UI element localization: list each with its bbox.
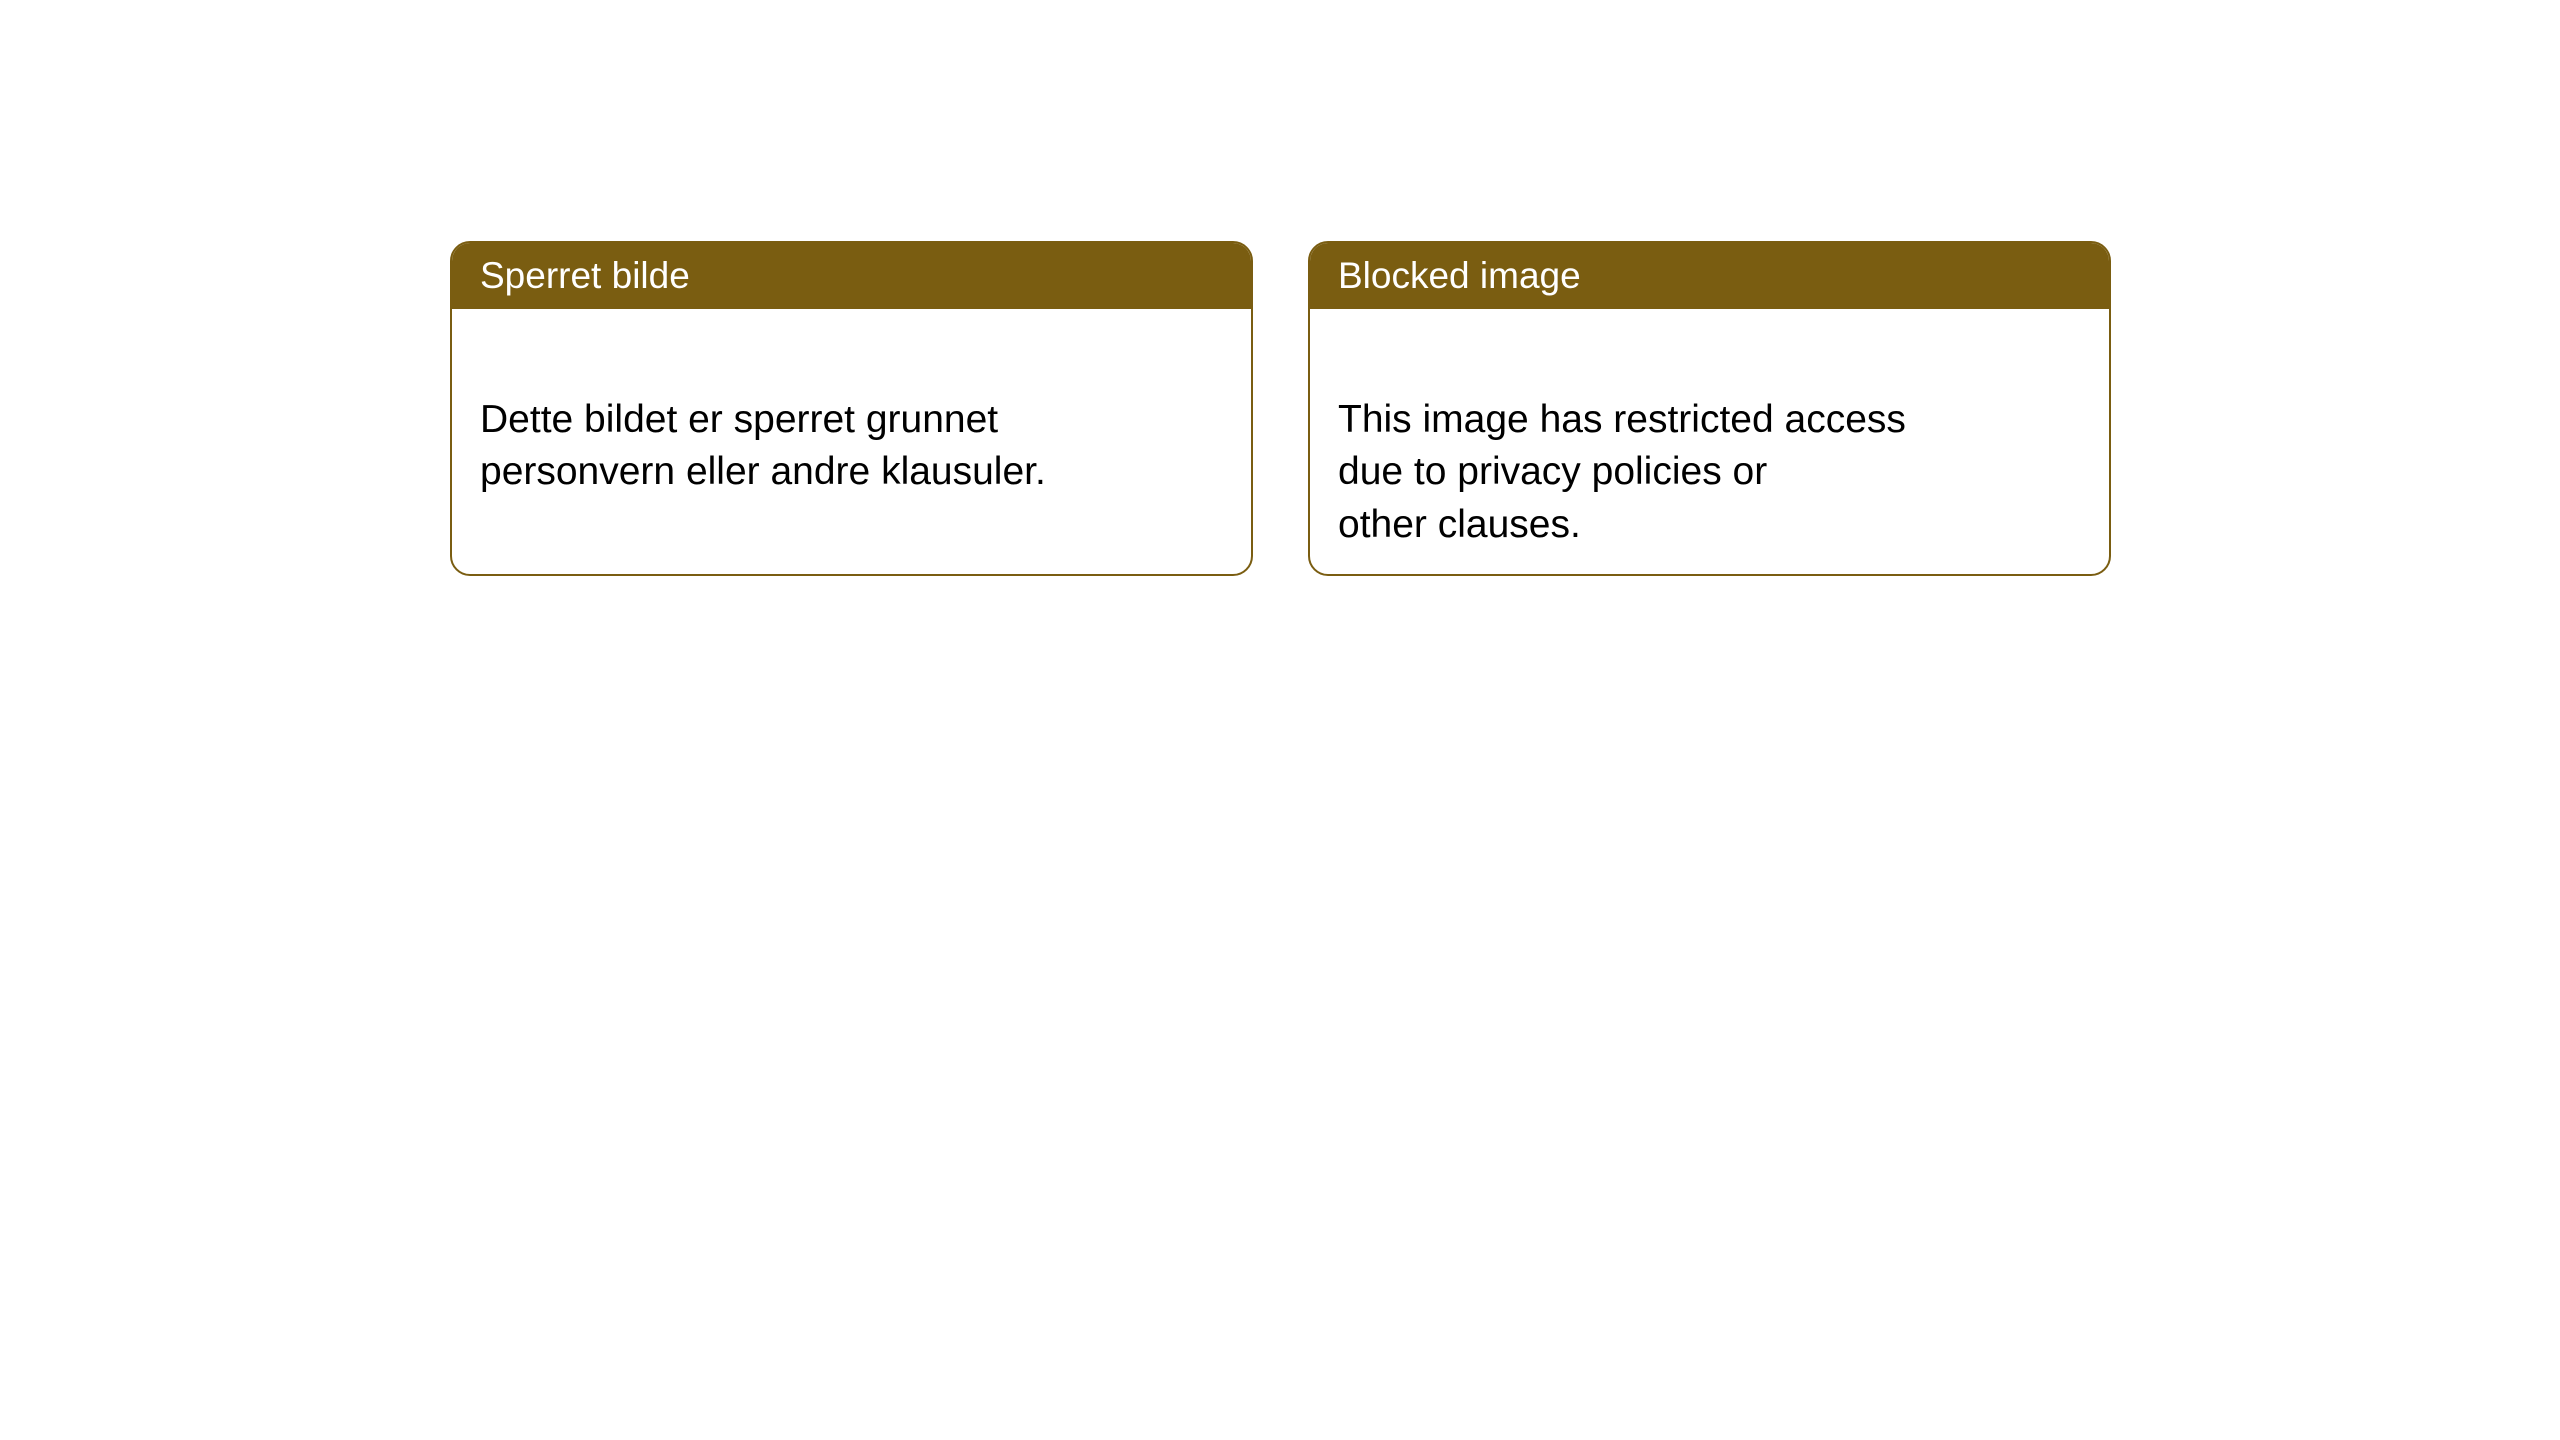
notice-message: This image has restricted access due to …	[1338, 398, 1906, 546]
notice-card-norwegian: Sperret bilde Dette bildet er sperret gr…	[450, 241, 1253, 576]
notice-title: Blocked image	[1338, 255, 1581, 296]
notice-title: Sperret bilde	[480, 255, 690, 296]
notice-message: Dette bildet er sperret grunnet personve…	[480, 398, 1046, 494]
notice-header: Sperret bilde	[452, 243, 1251, 309]
notice-container: Sperret bilde Dette bildet er sperret gr…	[450, 241, 2111, 576]
notice-header: Blocked image	[1310, 243, 2109, 309]
notice-body: This image has restricted access due to …	[1310, 309, 2109, 576]
notice-body: Dette bildet er sperret grunnet personve…	[452, 309, 1251, 531]
notice-card-english: Blocked image This image has restricted …	[1308, 241, 2111, 576]
